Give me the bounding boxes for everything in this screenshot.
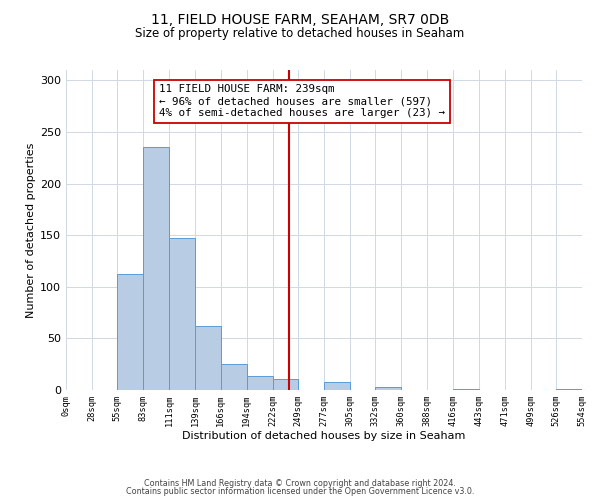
Bar <box>221 364 247 390</box>
Y-axis label: Number of detached properties: Number of detached properties <box>26 142 36 318</box>
Bar <box>143 148 169 390</box>
Text: Contains HM Land Registry data © Crown copyright and database right 2024.: Contains HM Land Registry data © Crown c… <box>144 478 456 488</box>
Bar <box>273 378 298 390</box>
Bar <box>375 387 401 390</box>
Text: 11 FIELD HOUSE FARM: 239sqm
← 96% of detached houses are smaller (597)
4% of sem: 11 FIELD HOUSE FARM: 239sqm ← 96% of det… <box>159 84 445 117</box>
Text: 11, FIELD HOUSE FARM, SEAHAM, SR7 0DB: 11, FIELD HOUSE FARM, SEAHAM, SR7 0DB <box>151 12 449 26</box>
Bar <box>324 382 350 390</box>
Bar <box>196 326 221 390</box>
Bar <box>169 238 196 390</box>
Bar <box>454 389 479 390</box>
Text: Size of property relative to detached houses in Seaham: Size of property relative to detached ho… <box>136 28 464 40</box>
Bar <box>117 274 143 390</box>
Bar <box>247 376 273 390</box>
X-axis label: Distribution of detached houses by size in Seaham: Distribution of detached houses by size … <box>182 430 466 440</box>
Bar <box>556 389 582 390</box>
Text: Contains public sector information licensed under the Open Government Licence v3: Contains public sector information licen… <box>126 488 474 496</box>
